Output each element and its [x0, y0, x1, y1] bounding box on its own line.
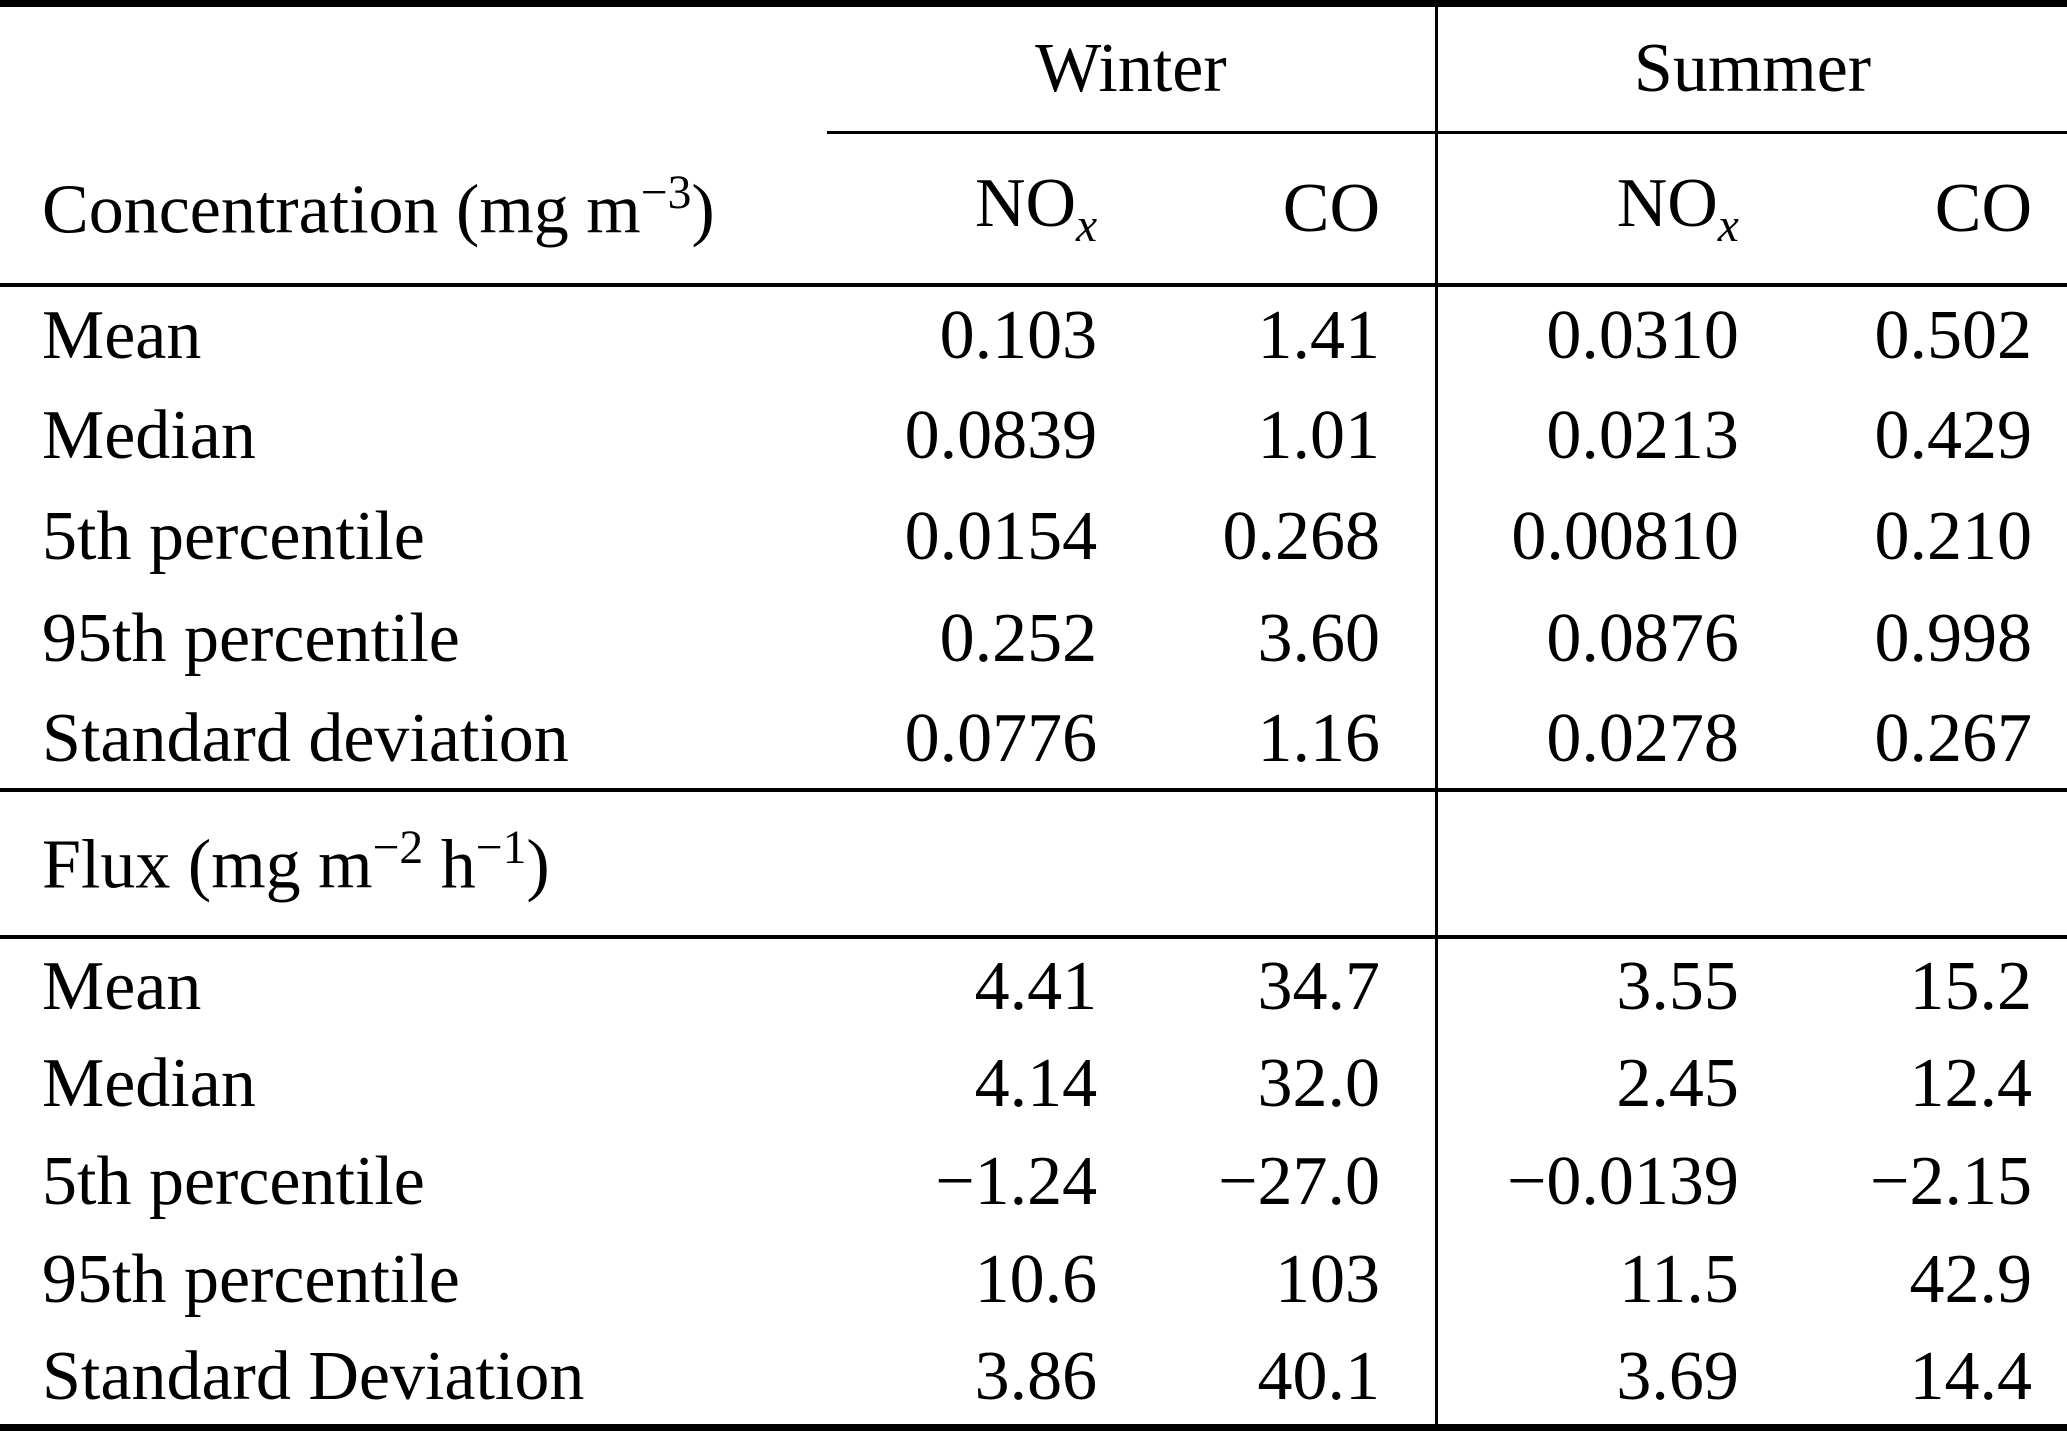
cell-summer-co: 42.9 — [1909, 1241, 2033, 1319]
winter-co-header: CO — [1147, 132, 1439, 287]
cell-summer-co: 15.2 — [1909, 947, 2033, 1025]
cell-winter-nox: 0.103 — [939, 297, 1098, 375]
cell-summer-nox: 0.0876 — [1546, 599, 1739, 677]
row-label: Median — [42, 1045, 256, 1123]
table-row: 5th percentile 0.0154 0.268 0.00810 0.21… — [0, 486, 2067, 589]
cell-summer-co: −2.15 — [1870, 1143, 2032, 1221]
cell-summer-co: 0.267 — [1874, 699, 2033, 777]
cell-winter-co: −27.0 — [1147, 1133, 1439, 1232]
cell-winter-co: 32.0 — [1147, 1035, 1439, 1134]
table-row: Mean 4.41 34.7 3.55 15.2 — [0, 936, 2067, 1036]
cell-summer-nox: −0.0139 — [1506, 1143, 1739, 1221]
cell-summer-co: 0.210 — [1874, 498, 2033, 576]
cell-winter-nox: 0.0154 — [904, 498, 1098, 576]
table-row: Standard Deviation 3.86 40.1 3.69 14.4 — [0, 1329, 2067, 1431]
flux-section-header-row: Flux (mg m−2 h−1) — [0, 788, 2067, 939]
concentration-title-close: ) — [691, 170, 715, 248]
nox-label: NO — [974, 165, 1077, 243]
cell-summer-co: 0.998 — [1874, 599, 2033, 677]
cell-summer-nox: 0.00810 — [1511, 498, 1739, 576]
flux-title-mid: h — [423, 826, 476, 904]
cell-winter-co: 1.16 — [1147, 689, 1439, 791]
table-row: 95th percentile 0.252 3.60 0.0876 0.998 — [0, 588, 2067, 690]
cell-summer-nox: 3.69 — [1436, 1329, 1757, 1431]
table-row: Standard deviation 0.0776 1.16 0.0278 0.… — [0, 689, 2067, 791]
cell-winter-co: 34.7 — [1147, 936, 1439, 1036]
concentration-section-title: Concentration (mg m−3) — [0, 132, 827, 287]
flux-title-text: Flux (mg m — [42, 826, 373, 904]
summer-co-header: CO — [1756, 132, 2067, 287]
cell-summer-co: 14.4 — [1756, 1329, 2067, 1431]
cell-winter-nox: 3.86 — [826, 1329, 1148, 1431]
cell-summer-nox: 2.45 — [1616, 1045, 1739, 1123]
concentration-exponent: −3 — [640, 166, 692, 219]
flux-exponent-1: −2 — [372, 822, 424, 875]
table-row: Median 4.14 32.0 2.45 12.4 — [0, 1035, 2067, 1134]
table-row: Median 0.0839 1.01 0.0213 0.429 — [0, 385, 2067, 487]
summer-nox-header: NOx — [1436, 132, 1757, 287]
flux-header-spacer-summer — [1436, 788, 2067, 939]
flux-section-title: Flux (mg m−2 h−1) — [0, 788, 827, 939]
cell-winter-co: 40.1 — [1147, 1329, 1439, 1431]
cell-summer-nox: 11.5 — [1619, 1241, 1739, 1319]
cell-summer-nox: 3.55 — [1616, 947, 1739, 1025]
nox-subscript: x — [1717, 200, 1739, 253]
cell-summer-nox: 0.0310 — [1546, 297, 1739, 375]
cell-winter-nox: 4.14 — [974, 1045, 1098, 1123]
cell-winter-co: 1.41 — [1147, 284, 1439, 386]
flux-exponent-2: −1 — [475, 822, 527, 875]
cell-winter-nox: 4.41 — [974, 947, 1098, 1025]
cell-winter-nox: 10.6 — [974, 1241, 1098, 1319]
cell-winter-co: 103 — [1147, 1231, 1439, 1330]
row-label: Mean — [42, 947, 202, 1025]
nox-subscript: x — [1076, 200, 1098, 253]
cell-summer-co: 0.502 — [1874, 297, 2033, 375]
cell-winter-nox: −1.24 — [935, 1143, 1098, 1221]
row-label: 95th percentile — [42, 1241, 460, 1319]
table-row: 5th percentile −1.24 −27.0 −0.0139 −2.15 — [0, 1133, 2067, 1232]
concentration-title-text: Concentration (mg m — [42, 170, 641, 248]
row-label: Standard Deviation — [0, 1329, 827, 1431]
cell-winter-nox: 0.252 — [939, 599, 1098, 677]
summer-group-header: Summer — [1436, 0, 2067, 135]
winter-nox-header: NOx — [826, 132, 1148, 287]
winter-group-header: Winter — [826, 0, 1439, 135]
row-label: Standard deviation — [42, 699, 569, 777]
nox-label: NO — [1616, 165, 1718, 243]
table-row: 95th percentile 10.6 103 11.5 42.9 — [0, 1231, 2067, 1330]
flux-header-spacer-winter — [826, 788, 1439, 939]
cell-winter-co: 0.268 — [1147, 486, 1439, 589]
row-label: 5th percentile — [42, 498, 425, 576]
cell-summer-nox: 0.0213 — [1546, 397, 1739, 475]
flux-title-close: ) — [526, 826, 550, 904]
cell-summer-co: 12.4 — [1909, 1045, 2033, 1123]
species-header-row: Concentration (mg m−3) NOx CO NOx CO — [0, 132, 2067, 287]
cell-winter-nox: 0.0776 — [904, 699, 1098, 777]
cell-summer-nox: 0.0278 — [1546, 699, 1739, 777]
row-label: 95th percentile — [42, 599, 460, 677]
table-row: Mean 0.103 1.41 0.0310 0.502 — [0, 284, 2067, 386]
row-label: Median — [42, 397, 256, 475]
cell-summer-co: 0.429 — [1874, 397, 2033, 475]
row-label: 5th percentile — [42, 1143, 425, 1221]
cell-winter-co: 1.01 — [1147, 385, 1439, 487]
cell-winter-co: 3.60 — [1147, 588, 1439, 690]
row-label: Mean — [42, 297, 202, 375]
cell-winter-nox: 0.0839 — [904, 397, 1098, 475]
season-header-row: Winter Summer — [0, 0, 2067, 135]
corner-cell — [0, 0, 827, 133]
